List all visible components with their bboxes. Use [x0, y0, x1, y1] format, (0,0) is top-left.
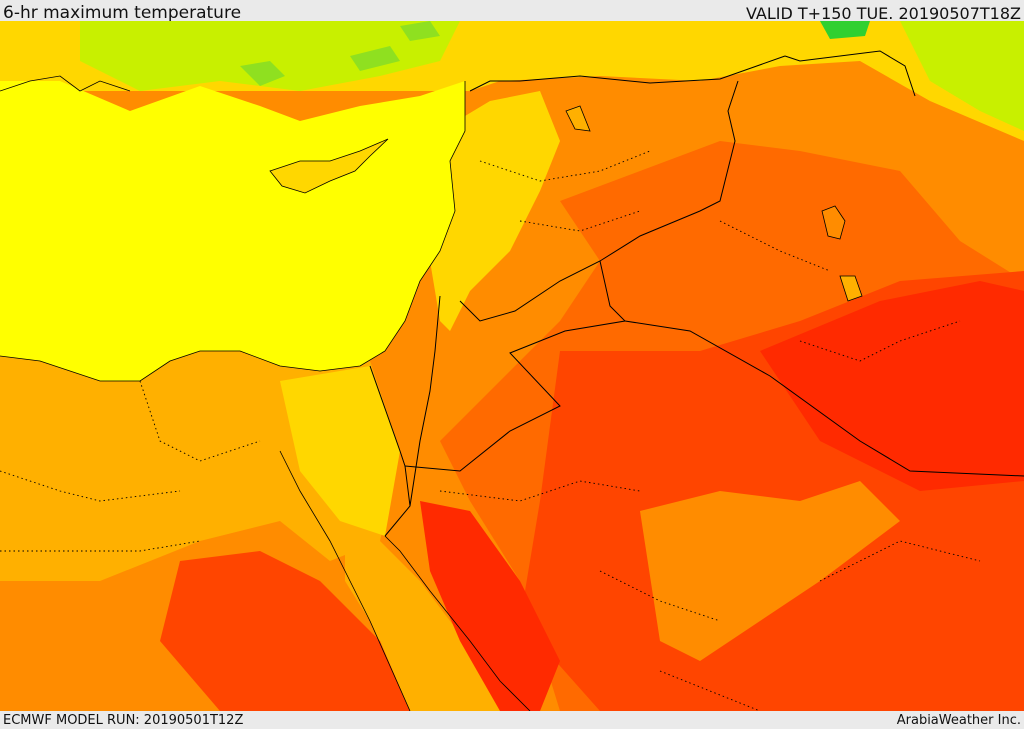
map-canvas	[0, 21, 1024, 711]
green-spot-ne	[820, 21, 870, 39]
egypt-south-hot	[160, 551, 410, 711]
credit-label: ArabiaWeather Inc.	[896, 713, 1021, 728]
saudi-relief-1	[640, 481, 900, 661]
model-run-label: ECMWF MODEL RUN: 20190501T12Z	[3, 713, 244, 728]
coastlines	[0, 75, 531, 711]
temperature-map[interactable]	[0, 21, 1024, 711]
green-spot-2	[350, 46, 400, 71]
footer-bar: ECMWF MODEL RUN: 20190501T12Z ArabiaWeat…	[0, 711, 1024, 729]
lake-1	[821, 205, 846, 240]
cyprus-island	[269, 138, 389, 194]
green-spot-3	[400, 21, 440, 41]
country-borders	[369, 50, 1024, 537]
hejaz-hot	[420, 501, 560, 711]
province-boundaries	[0, 150, 981, 711]
gulf-hottest	[760, 281, 1024, 491]
turkey-green-zone	[80, 21, 460, 91]
header-bar: 6-hr maximum temperature VALID T+150 TUE…	[0, 0, 1024, 23]
sinai-warm	[280, 366, 400, 536]
green-spot-1	[240, 61, 285, 86]
map-title: 6-hr maximum temperature	[3, 3, 242, 23]
ne-green	[900, 21, 1024, 131]
valid-time: VALID T+150 TUE. 20190507T18Z	[745, 4, 1021, 23]
lake-2	[839, 275, 863, 302]
lake-3	[565, 105, 591, 132]
levant-warm	[430, 91, 560, 331]
